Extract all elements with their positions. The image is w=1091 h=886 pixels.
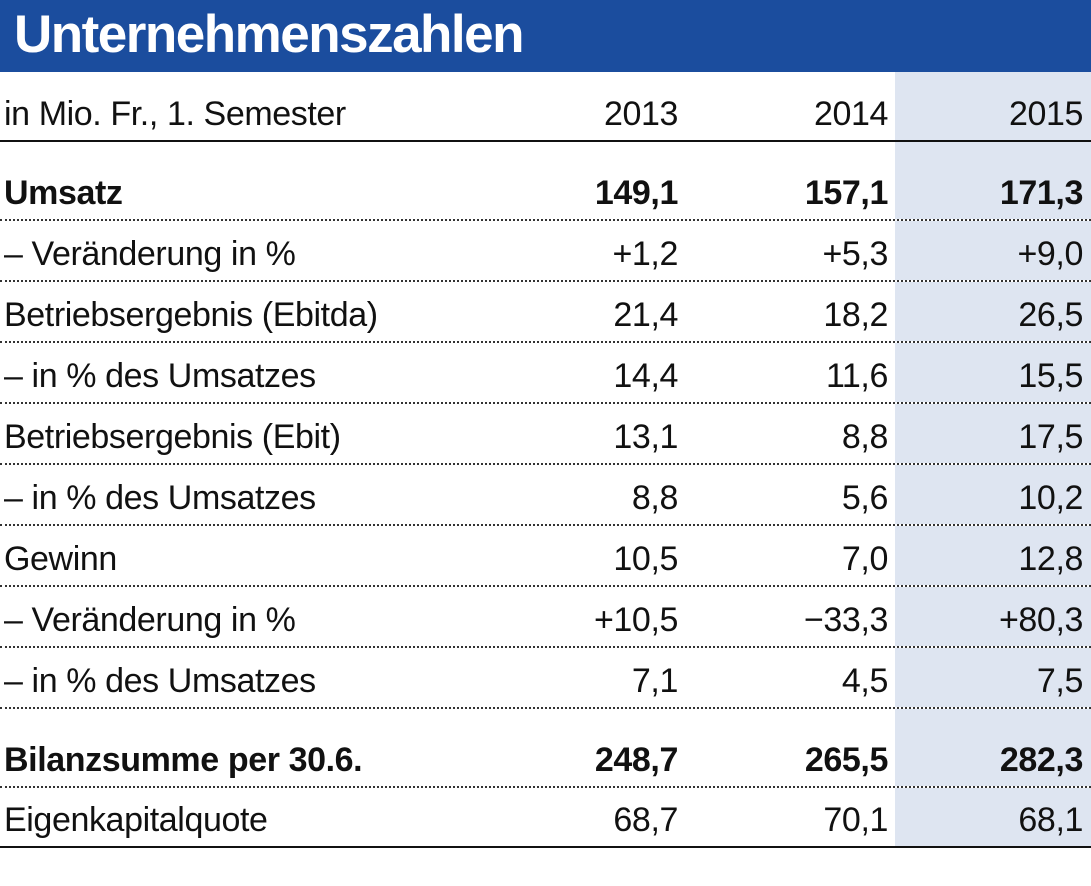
value-2014: −33,3: [803, 601, 888, 639]
value-2015: 26,5: [895, 282, 1091, 341]
value-2015: 17,5: [895, 404, 1091, 463]
page-title: Unternehmenszahlen: [14, 4, 525, 64]
value-2015: 15,5: [895, 343, 1091, 402]
value-2014: 265,5: [804, 741, 888, 779]
value-2015: 12,8: [895, 526, 1091, 585]
row-label: Gewinn: [4, 542, 117, 578]
value-2013: +1,2: [612, 235, 678, 273]
table-row-ebit-prozent: – in % des Umsatzes 8,8 5,6 10,2: [0, 465, 1091, 526]
value-2014: 11,6: [825, 357, 888, 395]
table-row-ebit: Betriebsergebnis (Ebit) 13,1 8,8 17,5: [0, 404, 1091, 465]
row-label: – in % des Umsatzes: [4, 664, 316, 700]
value-2013: 68,7: [613, 801, 678, 839]
row-label: – Veränderung in %: [4, 237, 296, 273]
value-2015: +9,0: [895, 221, 1091, 280]
value-2013: 8,8: [631, 479, 678, 517]
value-2015: 68,1: [895, 788, 1091, 846]
table-title-bar: Unternehmenszahlen: [0, 0, 1091, 72]
year-header-2014: 2014: [813, 95, 888, 133]
table-header-row: in Mio. Fr., 1. Semester 2013 2014 2015: [0, 72, 1091, 142]
value-2014: 7,0: [841, 540, 888, 578]
value-2014: 157,1: [804, 174, 888, 212]
row-label: – Veränderung in %: [4, 603, 296, 639]
value-2014: +5,3: [822, 235, 888, 273]
value-2013: 14,4: [613, 357, 678, 395]
row-label: Betriebsergebnis (Ebitda): [4, 298, 378, 334]
row-label: Umsatz: [4, 176, 123, 212]
value-2015: 171,3: [895, 142, 1091, 219]
value-2013: +10,5: [593, 601, 678, 639]
table-row-umsatz: Umsatz 149,1 157,1 171,3: [0, 142, 1091, 221]
value-2014: 70,1: [823, 801, 888, 839]
table-row-eigenkapitalquote: Eigenkapitalquote 68,7 70,1 68,1: [0, 788, 1091, 848]
value-2013: 7,1: [631, 662, 678, 700]
value-2014: 5,6: [841, 479, 888, 517]
value-2014: 8,8: [841, 418, 888, 456]
table-row-gewinn: Gewinn 10,5 7,0 12,8: [0, 526, 1091, 587]
row-label: – in % des Umsatzes: [4, 481, 316, 517]
value-2013: 149,1: [594, 174, 678, 212]
value-2015: +80,3: [895, 587, 1091, 646]
row-label: Bilanzsumme per 30.6.: [4, 743, 363, 779]
company-figures-table: in Mio. Fr., 1. Semester 2013 2014 2015 …: [0, 72, 1091, 848]
unit-label: in Mio. Fr., 1. Semester: [4, 97, 346, 133]
table-row-ebitda-prozent: – in % des Umsatzes 14,4 11,6 15,5: [0, 343, 1091, 404]
table-row-gewinn-veraenderung: – Veränderung in % +10,5 −33,3 +80,3: [0, 587, 1091, 648]
value-2013: 248,7: [594, 741, 678, 779]
table-row-ebitda: Betriebsergebnis (Ebitda) 21,4 18,2 26,5: [0, 282, 1091, 343]
year-header-2015: 2015: [895, 72, 1091, 140]
year-header-2013: 2013: [603, 95, 678, 133]
value-2013: 13,1: [613, 418, 678, 456]
value-2013: 21,4: [613, 296, 678, 334]
value-2015: 10,2: [895, 465, 1091, 524]
value-2014: 18,2: [823, 296, 888, 334]
table-row-bilanzsumme: Bilanzsumme per 30.6. 248,7 265,5 282,3: [0, 709, 1091, 788]
value-2015: 282,3: [895, 709, 1091, 786]
value-2015: 7,5: [895, 648, 1091, 707]
value-2013: 10,5: [613, 540, 678, 578]
row-label: Betriebsergebnis (Ebit): [4, 420, 341, 456]
value-2014: 4,5: [841, 662, 888, 700]
table-row-gewinn-prozent: – in % des Umsatzes 7,1 4,5 7,5: [0, 648, 1091, 709]
row-label: Eigenkapitalquote: [4, 803, 268, 839]
table-row-umsatz-veraenderung: – Veränderung in % +1,2 +5,3 +9,0: [0, 221, 1091, 282]
row-label: – in % des Umsatzes: [4, 359, 316, 395]
